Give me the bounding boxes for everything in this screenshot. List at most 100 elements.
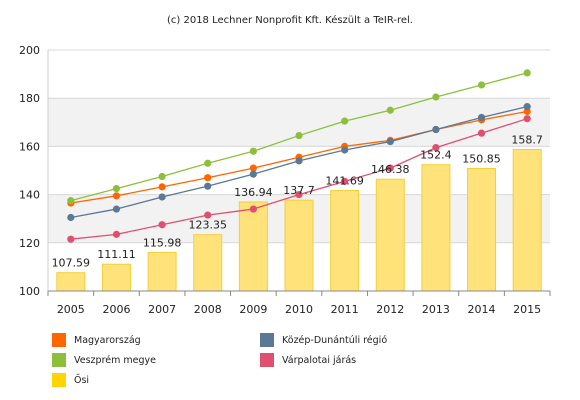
x-tick-label: 2005 xyxy=(57,303,85,316)
line-series xyxy=(67,69,531,205)
series-point xyxy=(341,177,349,185)
series-point xyxy=(204,159,212,167)
legend-item-varpalotai-jaras[interactable]: Várpalotai járás xyxy=(260,352,356,368)
legend-item-kozep-dunantuli-regio[interactable]: Közép-Dunántúli régió xyxy=(260,332,387,348)
line-series xyxy=(67,103,531,222)
bar-value-label: 107.59 xyxy=(52,257,91,270)
series-point xyxy=(341,146,349,154)
x-tick-label: 2007 xyxy=(148,303,176,316)
bar-value-label: 152.4 xyxy=(420,149,452,162)
bar-value-label: 111.11 xyxy=(97,248,136,261)
series-point xyxy=(477,113,486,122)
series-point xyxy=(112,192,121,200)
x-tick-label: 2006 xyxy=(102,303,130,316)
bar xyxy=(330,190,360,292)
legend-swatch xyxy=(52,353,66,367)
series-point xyxy=(386,164,394,172)
plot-band xyxy=(48,50,550,99)
legend-swatch xyxy=(52,373,66,387)
chart-svg: (c) 2018 Lechner Nonprofit Kft. Készült … xyxy=(19,14,551,316)
line-series xyxy=(67,115,531,243)
bar xyxy=(56,272,86,292)
y-tick-label: 100 xyxy=(19,285,40,298)
series-point xyxy=(477,81,486,89)
bar xyxy=(238,201,268,292)
series-point xyxy=(112,230,121,238)
series-point xyxy=(158,183,166,191)
y-tick-label: 180 xyxy=(19,92,40,105)
plot-band xyxy=(48,98,550,147)
series-point xyxy=(386,106,394,114)
bar-value-label: 137.7 xyxy=(283,184,315,197)
bar-value-label: 158.7 xyxy=(511,134,543,147)
series-point xyxy=(523,69,531,77)
chart-credit: (c) 2018 Lechner Nonprofit Kft. Készült … xyxy=(167,14,413,26)
legend-swatch xyxy=(260,353,274,367)
series-point xyxy=(295,131,303,140)
legend-item-veszprem-megye[interactable]: Veszprém megye xyxy=(52,352,156,368)
bar-value-label: 123.35 xyxy=(188,219,227,232)
bar xyxy=(101,263,131,292)
y-tick-label: 120 xyxy=(19,237,40,250)
series-point xyxy=(432,144,440,152)
series-point xyxy=(249,147,257,155)
x-tick-label: 2014 xyxy=(468,303,496,316)
bar-value-label: 136.94 xyxy=(234,186,273,199)
legend-item-magyarorszag[interactable]: Magyarország xyxy=(52,332,141,348)
bar xyxy=(467,167,497,292)
legend-label: Várpalotai járás xyxy=(282,354,357,366)
series-point xyxy=(249,170,257,178)
bar-value-label: 141.69 xyxy=(325,175,364,188)
series-point xyxy=(432,125,440,134)
axes: 100 120 140 160 180 200 2005 2006 2007 2008 2009 20… xyxy=(19,44,551,316)
series-point xyxy=(295,157,303,165)
series-point xyxy=(112,205,121,213)
bar xyxy=(147,251,177,292)
bar-value-label: 146.38 xyxy=(371,163,410,176)
data-labels: 107.59 111.11 115.98 123.35 136.94 137.7 141.6… xyxy=(52,134,543,270)
bar xyxy=(421,164,451,292)
series-point xyxy=(67,197,75,205)
series-point xyxy=(432,93,440,101)
bar xyxy=(193,234,223,292)
x-tick-label: 2008 xyxy=(194,303,222,316)
legend-swatch xyxy=(52,333,66,347)
series-point xyxy=(249,164,257,172)
series-point xyxy=(249,205,257,213)
series-point xyxy=(204,174,212,182)
y-tick-label: 160 xyxy=(19,140,40,153)
series-point xyxy=(477,129,486,137)
x-tick-label: 2012 xyxy=(376,303,404,316)
bar-value-label: 115.98 xyxy=(143,236,182,249)
x-tick-label: 2009 xyxy=(239,303,267,316)
bar xyxy=(375,178,405,292)
legend-item-osi[interactable]: Ősi xyxy=(52,372,89,388)
legend-swatch xyxy=(260,333,274,347)
series-point xyxy=(523,103,531,111)
series-point xyxy=(204,211,212,219)
series-point xyxy=(204,182,212,190)
legend-label: Ősi xyxy=(74,374,90,386)
legend-label: Közép-Dunántúli régió xyxy=(282,334,388,346)
series-point xyxy=(158,193,166,201)
bar-value-label: 150.85 xyxy=(462,152,501,165)
legend-label: Veszprém megye xyxy=(74,354,156,366)
series-point xyxy=(67,213,75,222)
bar xyxy=(284,199,314,292)
x-tick-label: 2011 xyxy=(331,303,359,316)
legend: Magyarország Közép-Dunántúli régió Veszp… xyxy=(52,330,572,392)
y-tick-label: 140 xyxy=(19,189,40,202)
series-point xyxy=(386,137,394,146)
series-point xyxy=(295,191,303,199)
series-point xyxy=(158,172,166,181)
bar-series xyxy=(56,149,542,292)
series-point xyxy=(341,117,349,125)
x-tick-label: 2015 xyxy=(513,303,541,316)
line-series-group xyxy=(67,69,531,243)
series-point xyxy=(112,184,121,193)
x-tick-label: 2010 xyxy=(285,303,313,316)
legend-label: Magyarország xyxy=(74,334,141,346)
series-point xyxy=(523,115,531,123)
y-tick-label: 200 xyxy=(19,44,40,57)
